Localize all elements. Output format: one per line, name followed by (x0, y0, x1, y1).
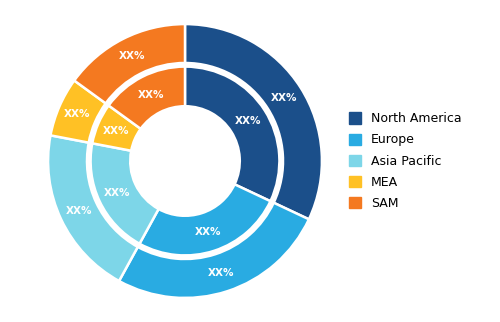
Wedge shape (140, 184, 270, 255)
Wedge shape (48, 135, 138, 281)
Legend: North America, Europe, Asia Pacific, MEA, SAM: North America, Europe, Asia Pacific, MEA… (348, 112, 462, 210)
Text: XX%: XX% (118, 51, 145, 61)
Wedge shape (185, 24, 322, 219)
Text: XX%: XX% (104, 188, 131, 198)
Wedge shape (119, 203, 309, 298)
Wedge shape (108, 67, 185, 129)
Wedge shape (74, 24, 185, 103)
Text: XX%: XX% (104, 126, 130, 137)
Wedge shape (90, 143, 158, 244)
Wedge shape (92, 106, 140, 151)
Text: XX%: XX% (271, 93, 297, 103)
Text: XX%: XX% (234, 116, 261, 126)
Text: XX%: XX% (208, 268, 234, 278)
Wedge shape (185, 67, 280, 201)
Wedge shape (50, 80, 106, 143)
Text: XX%: XX% (138, 90, 164, 99)
Text: XX%: XX% (66, 206, 92, 216)
Text: XX%: XX% (64, 109, 90, 119)
Text: XX%: XX% (195, 227, 222, 237)
